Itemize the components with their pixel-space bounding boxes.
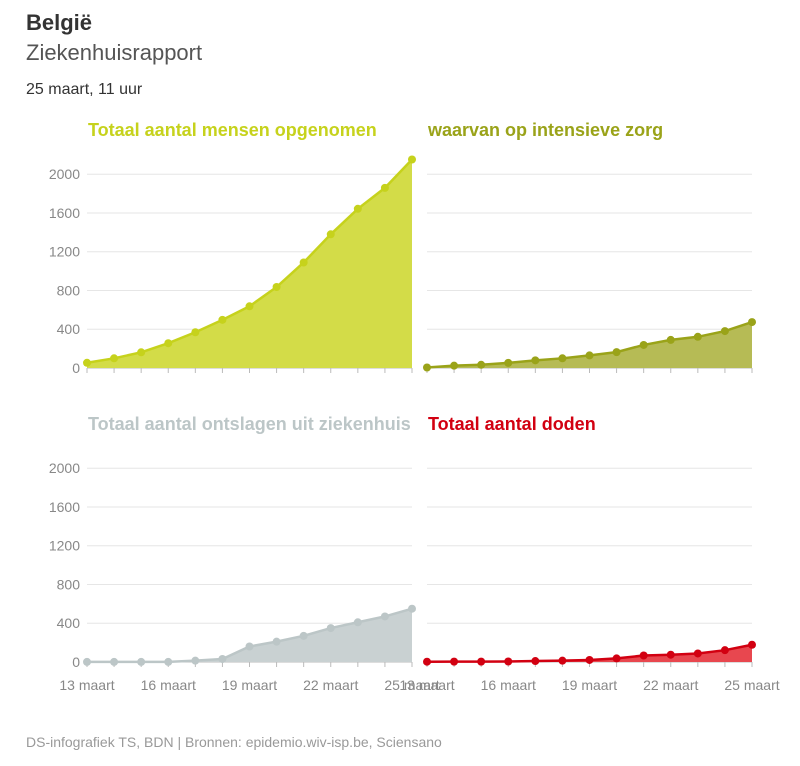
y-tick-label: 1600: [49, 499, 80, 515]
point: [191, 328, 200, 337]
y-tick-label: 0: [72, 360, 80, 376]
point: [639, 651, 648, 660]
point: [245, 642, 254, 651]
point: [423, 363, 431, 372]
point: [137, 657, 146, 666]
point: [531, 657, 540, 666]
area: [87, 608, 412, 662]
x-tick-label: 19 maart: [562, 677, 617, 693]
point: [748, 640, 756, 649]
point: [380, 183, 389, 192]
point: [450, 361, 459, 370]
point: [380, 612, 389, 621]
y-tick-label: 0: [72, 654, 80, 670]
point: [272, 283, 281, 292]
page-date: 25 maart, 11 uur: [26, 81, 143, 98]
point: [137, 348, 146, 357]
point: [408, 155, 416, 164]
point: [353, 618, 362, 627]
point: [612, 654, 621, 663]
point: [299, 631, 308, 640]
point: [218, 654, 227, 663]
y-tick-label: 1200: [49, 538, 80, 554]
y-tick-label: 2000: [49, 166, 80, 182]
x-tick-label: 25 maart: [384, 677, 439, 693]
panel-title: Totaal aantal mensen opgenomen: [88, 120, 377, 140]
page-subtitle: Ziekenhuisrapport: [26, 40, 202, 65]
x-tick-label: 22 maart: [643, 677, 698, 693]
point: [666, 650, 675, 659]
panel: Totaal aantal mensen opgenomen 0 400 800 120…: [49, 120, 416, 376]
point: [164, 657, 173, 666]
point: [299, 258, 308, 267]
point: [558, 354, 567, 363]
point: [423, 657, 431, 666]
y-tick-label: 1600: [49, 205, 80, 221]
x-tick-label: 13 maart: [399, 677, 454, 693]
point: [585, 351, 594, 360]
panel-title: Totaal aantal doden: [428, 414, 596, 434]
panel: waarvan op intensieve zorg: [423, 120, 756, 373]
point: [720, 327, 729, 336]
x-tick-label: 16 maart: [141, 677, 196, 693]
point: [326, 230, 335, 239]
point: [693, 332, 702, 341]
point: [110, 354, 119, 363]
point: [585, 655, 594, 664]
point: [639, 340, 648, 349]
panel: Totaal aantal ontslagen uit ziekenhuis 0 4…: [49, 414, 440, 693]
y-tick-label: 400: [57, 321, 81, 337]
point: [110, 657, 119, 666]
point: [83, 358, 91, 367]
y-tick-label: 800: [57, 576, 81, 592]
point: [164, 339, 173, 348]
point: [504, 358, 513, 367]
point: [353, 204, 362, 213]
y-tick-label: 800: [57, 282, 81, 298]
page-title: België: [26, 10, 92, 35]
panel-title: waarvan op intensieve zorg: [427, 120, 663, 140]
point: [477, 657, 486, 666]
panel: Totaal aantal doden 13 maart 16 maart 19 ma…: [399, 414, 779, 693]
point: [720, 646, 729, 655]
point: [693, 649, 702, 658]
point: [408, 604, 416, 613]
x-tick-label: 13 maart: [59, 677, 114, 693]
point: [245, 302, 254, 311]
panel-title: Totaal aantal ontslagen uit ziekenhuis: [88, 414, 411, 434]
point: [477, 360, 486, 369]
x-tick-label: 19 maart: [222, 677, 277, 693]
x-tick-label: 16 maart: [481, 677, 536, 693]
point: [326, 624, 335, 633]
point: [504, 657, 513, 666]
area: [87, 159, 412, 368]
point: [83, 657, 91, 666]
point: [748, 318, 756, 327]
point: [531, 356, 540, 365]
y-tick-label: 2000: [49, 460, 80, 476]
y-tick-label: 1200: [49, 244, 80, 260]
point: [272, 637, 281, 646]
point: [450, 657, 459, 666]
point: [191, 656, 200, 665]
x-tick-label: 22 maart: [303, 677, 358, 693]
x-tick-label: 25 maart: [724, 677, 779, 693]
point: [218, 315, 227, 324]
source: DS-infografiek TS, BDN | Bronnen: epidem…: [26, 734, 442, 750]
area: [427, 322, 752, 368]
point: [558, 656, 567, 665]
point: [666, 335, 675, 344]
point: [612, 348, 621, 357]
y-tick-label: 400: [57, 615, 81, 631]
